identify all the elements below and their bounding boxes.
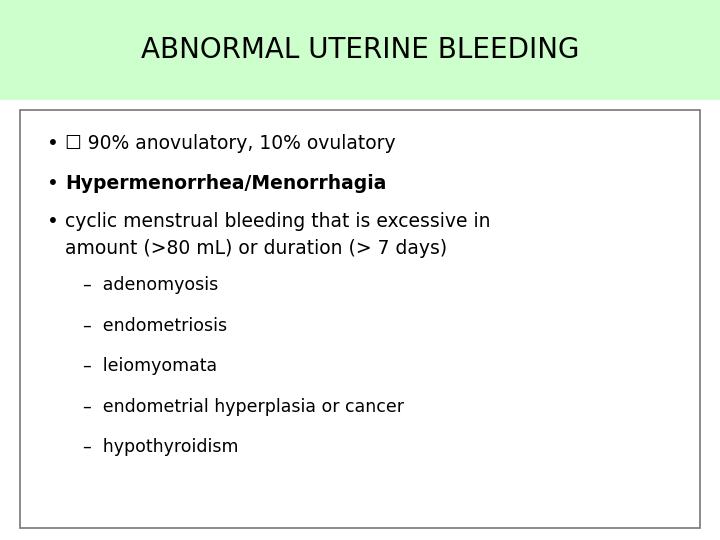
Text: –  hypothyroidism: – hypothyroidism bbox=[83, 438, 238, 456]
Text: amount (>80 mL) or duration (> 7 days): amount (>80 mL) or duration (> 7 days) bbox=[65, 239, 447, 258]
Text: –  endometrial hyperplasia or cancer: – endometrial hyperplasia or cancer bbox=[83, 397, 404, 416]
Text: –  leiomyomata: – leiomyomata bbox=[83, 357, 217, 375]
Text: Hypermenorrhea/Menorrhagia: Hypermenorrhea/Menorrhagia bbox=[65, 174, 386, 193]
Text: cyclic menstrual bleeding that is excessive in: cyclic menstrual bleeding that is excess… bbox=[65, 212, 490, 231]
Text: –  endometriosis: – endometriosis bbox=[83, 316, 227, 335]
Text: ABNORMAL UTERINE BLEEDING: ABNORMAL UTERINE BLEEDING bbox=[141, 36, 579, 64]
Text: –  adenomyosis: – adenomyosis bbox=[83, 276, 218, 294]
Text: •: • bbox=[47, 174, 58, 193]
Text: •: • bbox=[47, 212, 58, 231]
Text: ☐ 90% anovulatory, 10% ovulatory: ☐ 90% anovulatory, 10% ovulatory bbox=[65, 133, 395, 153]
Text: •: • bbox=[47, 133, 58, 153]
